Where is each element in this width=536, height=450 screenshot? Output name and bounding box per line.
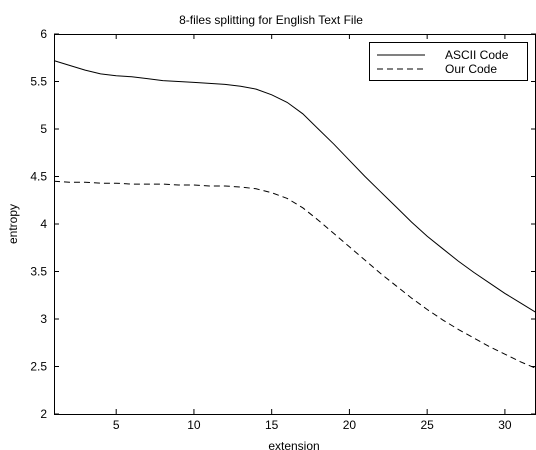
x-tick-label: 5 [113,418,120,432]
series-line-2 [53,180,536,369]
x-tick-label: 20 [343,418,357,432]
x-axis-label: extension [268,439,319,450]
plot-area [54,34,536,415]
y-tick-label: 3 [40,312,47,326]
x-tick-label: 30 [498,418,512,432]
legend-label: ASCII Code [445,48,509,62]
y-tick-label: 3.5 [30,265,47,279]
y-tick-label: 5 [40,122,47,136]
x-tick-label: 10 [187,418,201,432]
x-tick-label: 25 [420,418,434,432]
legend-label: Our Code [445,62,497,76]
plot-frame [54,34,536,415]
series-line-1 [53,60,536,313]
chart-title: 8-files splitting for English Text File [179,13,363,27]
y-axis-label: entropy [6,204,20,244]
x-tick-label: 15 [265,418,279,432]
y-tick-label: 4 [40,217,47,231]
legend-box [369,42,528,81]
y-tick-label: 2 [40,407,47,421]
x-axis-ticks: 5 10 15 20 25 30 [113,34,512,432]
y-tick-label: 6 [40,27,47,41]
y-tick-label: 5.5 [30,75,47,89]
y-tick-label: 4.5 [30,170,47,184]
y-axis-ticks: 2 2.5 3 3.5 4 4.5 5 5.5 6 [30,27,536,421]
y-tick-label: 2.5 [30,360,47,374]
series-layer [53,60,536,369]
